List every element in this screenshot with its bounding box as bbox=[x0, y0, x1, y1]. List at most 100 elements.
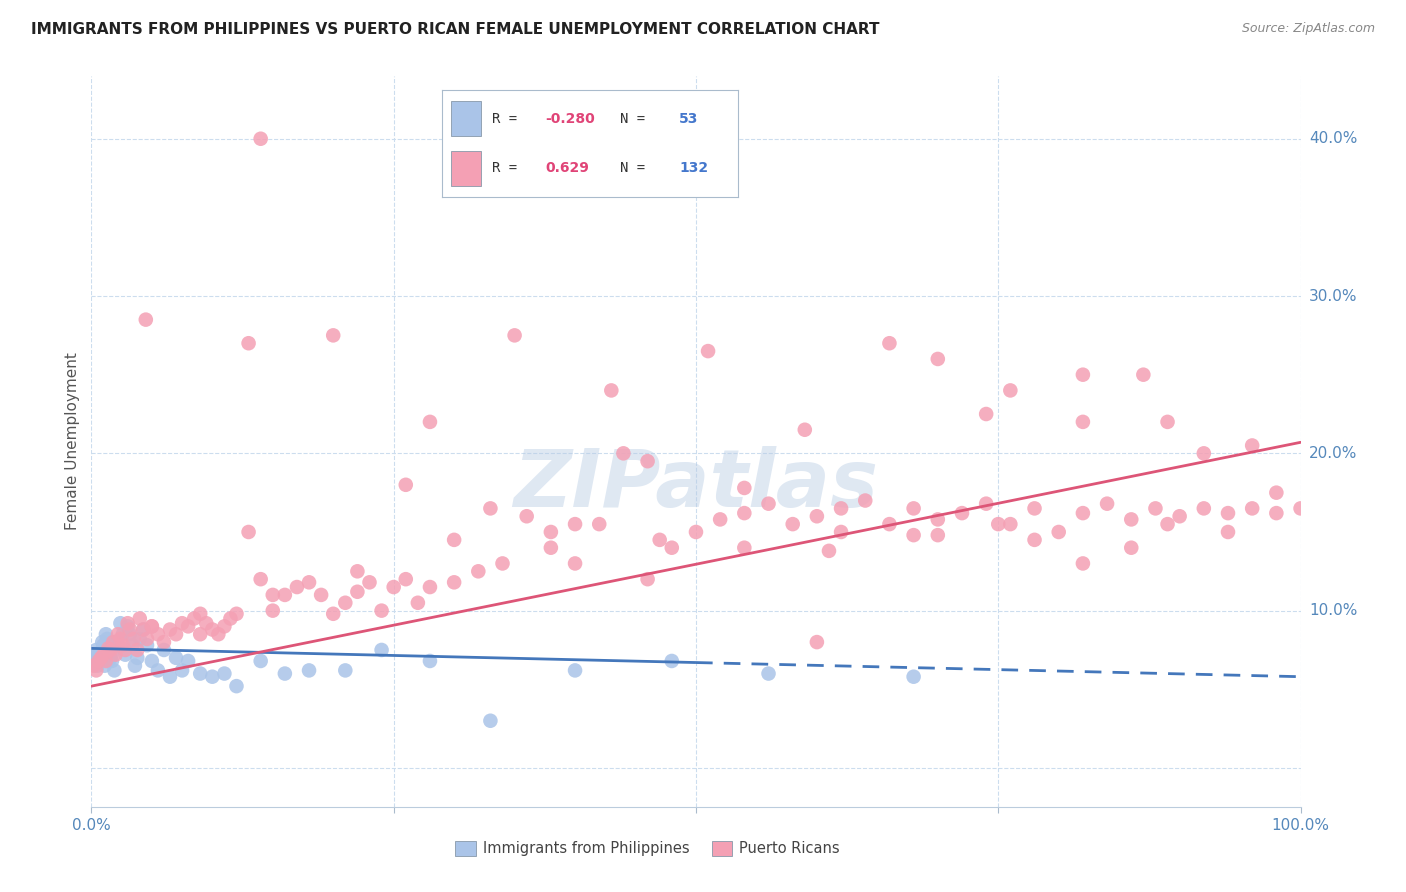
Point bbox=[195, 616, 218, 631]
Point bbox=[382, 580, 405, 594]
Point bbox=[114, 643, 136, 657]
Point bbox=[285, 580, 308, 594]
Point bbox=[107, 638, 129, 652]
Point bbox=[467, 564, 489, 578]
Point bbox=[274, 666, 297, 681]
Point bbox=[114, 648, 136, 662]
Point bbox=[104, 635, 127, 649]
Point bbox=[214, 619, 236, 633]
Point bbox=[709, 512, 731, 526]
Point bbox=[1216, 506, 1239, 520]
Point bbox=[165, 650, 187, 665]
Point bbox=[903, 528, 925, 542]
Point bbox=[90, 650, 112, 665]
Point bbox=[201, 623, 224, 637]
Point bbox=[927, 528, 949, 542]
Point bbox=[818, 544, 841, 558]
Point bbox=[950, 506, 973, 520]
Point bbox=[540, 524, 562, 539]
Point bbox=[588, 517, 610, 532]
Point bbox=[100, 650, 122, 665]
Point bbox=[262, 604, 284, 618]
Point bbox=[309, 588, 332, 602]
Point bbox=[188, 627, 211, 641]
Point bbox=[98, 641, 121, 656]
Point bbox=[111, 638, 134, 652]
Point bbox=[600, 384, 623, 398]
Point bbox=[249, 132, 271, 146]
Point bbox=[1192, 501, 1215, 516]
Point bbox=[298, 664, 321, 678]
Point bbox=[107, 627, 129, 641]
Point bbox=[111, 627, 134, 641]
Point bbox=[612, 446, 634, 460]
Point bbox=[395, 477, 418, 491]
Point bbox=[135, 312, 157, 326]
Point bbox=[136, 638, 159, 652]
Point bbox=[419, 654, 441, 668]
Point bbox=[1121, 512, 1143, 526]
Text: Source: ZipAtlas.com: Source: ZipAtlas.com bbox=[1241, 22, 1375, 36]
Point bbox=[1241, 438, 1264, 452]
Point bbox=[987, 517, 1010, 532]
Point bbox=[733, 506, 755, 520]
Point bbox=[110, 616, 132, 631]
Point bbox=[419, 580, 441, 594]
Point bbox=[262, 588, 284, 602]
Point bbox=[443, 575, 465, 590]
Point bbox=[927, 512, 949, 526]
Y-axis label: Female Unemployment: Female Unemployment bbox=[65, 352, 80, 531]
Point bbox=[1095, 497, 1118, 511]
Point bbox=[419, 415, 441, 429]
Point bbox=[94, 627, 117, 641]
Point bbox=[516, 509, 538, 524]
Point bbox=[661, 541, 683, 555]
Point bbox=[141, 619, 163, 633]
Point bbox=[86, 658, 108, 673]
Point bbox=[188, 607, 211, 621]
Text: 30.0%: 30.0% bbox=[1309, 288, 1357, 303]
Point bbox=[153, 635, 176, 649]
Point bbox=[1121, 541, 1143, 555]
Text: 40.0%: 40.0% bbox=[1309, 131, 1357, 146]
Point bbox=[122, 632, 145, 646]
Point bbox=[104, 648, 127, 662]
Point bbox=[141, 654, 163, 668]
Point bbox=[503, 328, 526, 343]
Point bbox=[225, 607, 247, 621]
Point bbox=[1241, 501, 1264, 516]
Point bbox=[153, 643, 176, 657]
Point bbox=[1024, 533, 1046, 547]
Text: 20.0%: 20.0% bbox=[1309, 446, 1357, 461]
Point bbox=[782, 517, 804, 532]
Point bbox=[1216, 524, 1239, 539]
Point bbox=[637, 572, 659, 586]
Point bbox=[588, 163, 610, 178]
Point bbox=[346, 584, 368, 599]
Point bbox=[479, 714, 502, 728]
Point bbox=[637, 454, 659, 468]
Text: IMMIGRANTS FROM PHILIPPINES VS PUERTO RICAN FEMALE UNEMPLOYMENT CORRELATION CHAR: IMMIGRANTS FROM PHILIPPINES VS PUERTO RI… bbox=[31, 22, 879, 37]
Point bbox=[84, 654, 107, 668]
Point bbox=[146, 627, 169, 641]
Point bbox=[806, 635, 828, 649]
Point bbox=[322, 328, 344, 343]
Point bbox=[1192, 446, 1215, 460]
Point bbox=[1000, 384, 1022, 398]
Point bbox=[201, 670, 224, 684]
Point bbox=[165, 627, 187, 641]
Point bbox=[91, 635, 114, 649]
Point bbox=[322, 607, 344, 621]
Point bbox=[132, 623, 155, 637]
Point bbox=[136, 632, 159, 646]
Point bbox=[359, 575, 381, 590]
Point bbox=[90, 644, 112, 658]
Point bbox=[758, 666, 780, 681]
Point bbox=[648, 533, 671, 547]
Point bbox=[406, 596, 429, 610]
Point bbox=[974, 497, 997, 511]
Point bbox=[1168, 509, 1191, 524]
Point bbox=[146, 664, 169, 678]
Point bbox=[93, 638, 115, 652]
Point bbox=[117, 616, 139, 631]
